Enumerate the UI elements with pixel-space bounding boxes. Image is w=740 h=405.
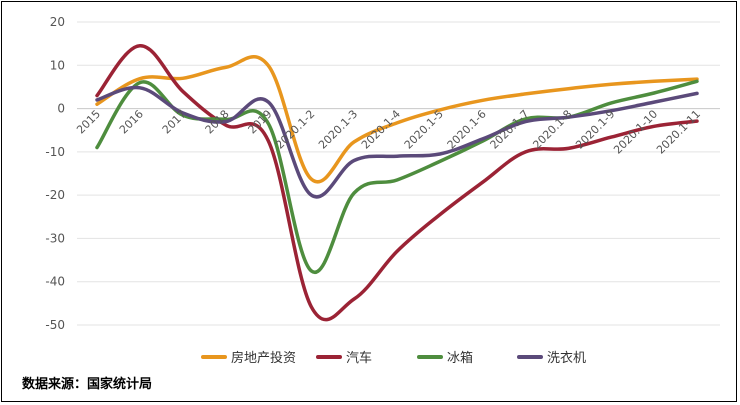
- legend-label: 冰箱: [447, 350, 473, 366]
- x-tick-label: 2020.1-11: [654, 108, 703, 157]
- y-tick-label: -10: [45, 145, 65, 159]
- y-tick-label: -20: [45, 188, 65, 202]
- y-tick-label: 20: [50, 15, 65, 29]
- series-line-4: [95, 85, 699, 199]
- series-lines: [95, 44, 699, 322]
- y-tick-label: -30: [45, 231, 65, 245]
- x-tick-label: 2020.1-10: [611, 108, 660, 157]
- legend-label: 房地产投资: [231, 350, 296, 366]
- x-tick-label: 2020.1-8: [530, 108, 574, 152]
- source-note: 数据来源：国家统计局: [22, 377, 153, 392]
- y-tick-label: 0: [57, 102, 65, 116]
- y-axis: 20 10 0 -10 -20 -30 -40 -50: [45, 15, 65, 332]
- gridlines: [77, 21, 720, 326]
- x-tick-label: 2020.1-3: [316, 108, 360, 152]
- series-line-2: [95, 44, 699, 322]
- legend-label: 汽车: [346, 350, 372, 366]
- x-axis: 2015 2016 2017 2018 20192020.1-22020.1-32020…: [74, 108, 703, 157]
- y-tick-label: 10: [50, 58, 65, 72]
- x-tick-label: 2020.1-7: [488, 108, 532, 152]
- y-tick-label: -50: [45, 318, 65, 332]
- x-tick-label: 2015: [74, 108, 103, 137]
- x-tick-label: 2016: [117, 108, 146, 137]
- y-tick-label: -40: [45, 275, 65, 289]
- series-line-1: [95, 55, 699, 184]
- legend-label: 洗衣机: [547, 350, 586, 366]
- x-tick-label: 2020.1-4: [359, 108, 403, 152]
- legend: 房地产投资 汽车 冰箱 洗衣机: [201, 350, 586, 366]
